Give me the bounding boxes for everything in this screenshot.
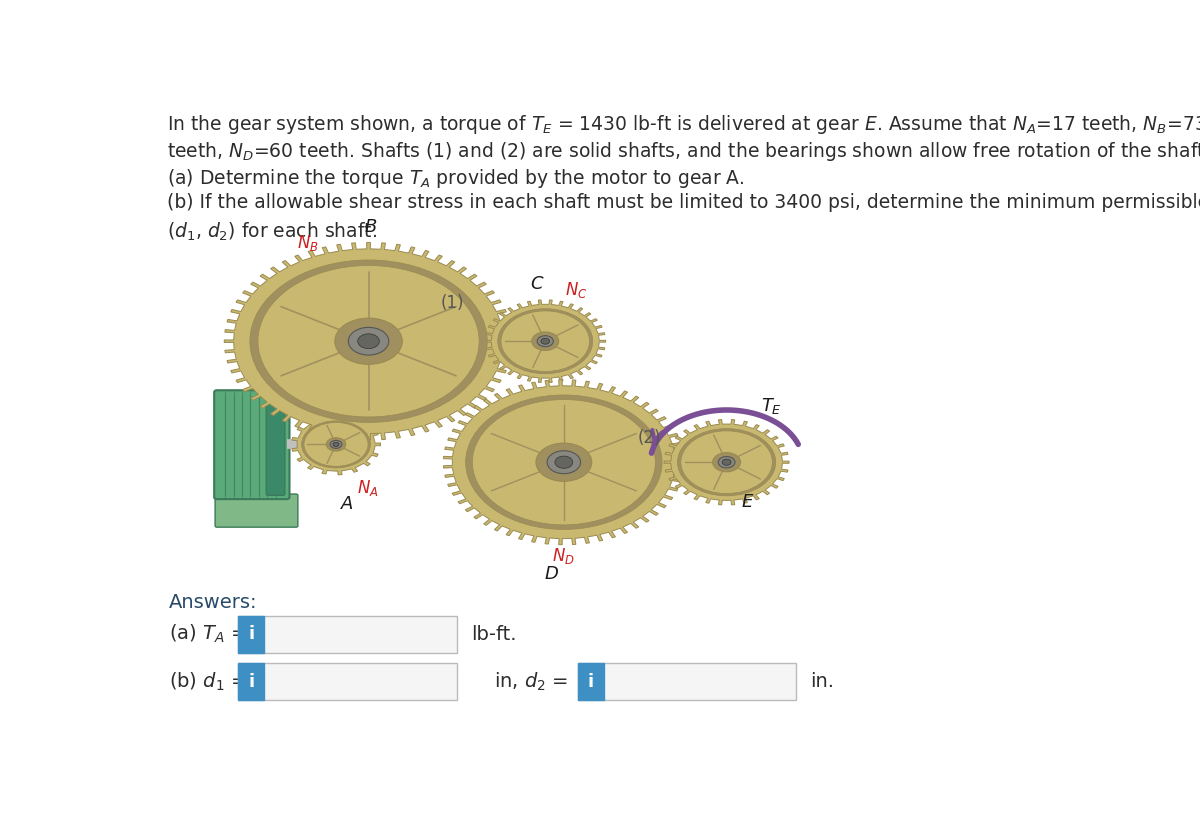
FancyBboxPatch shape: [239, 615, 264, 653]
Text: $A$: $A$: [340, 495, 354, 513]
Circle shape: [680, 431, 773, 494]
FancyBboxPatch shape: [215, 494, 298, 527]
Polygon shape: [292, 414, 380, 475]
FancyBboxPatch shape: [239, 663, 457, 700]
Circle shape: [713, 452, 740, 471]
FancyBboxPatch shape: [578, 663, 604, 700]
Text: ($d_1$, $d_2$) for each shaft.: ($d_1$, $d_2$) for each shaft.: [167, 220, 377, 242]
Polygon shape: [444, 380, 684, 545]
Text: i: i: [248, 625, 254, 643]
FancyBboxPatch shape: [578, 663, 797, 700]
Text: $E$: $E$: [742, 493, 755, 511]
Circle shape: [326, 437, 346, 451]
Text: (b) $d_1$ =: (b) $d_1$ =: [168, 671, 246, 693]
Circle shape: [502, 311, 589, 371]
Text: (b) If the allowable shear stress in each shaft must be limited to 3400 psi, det: (b) If the allowable shear stress in eac…: [167, 194, 1200, 213]
Circle shape: [330, 440, 342, 448]
Text: $N_B$: $N_B$: [298, 232, 319, 252]
Text: $D$: $D$: [545, 565, 559, 583]
Circle shape: [473, 399, 655, 525]
Circle shape: [678, 428, 775, 496]
Circle shape: [498, 308, 593, 374]
Circle shape: [541, 338, 550, 344]
Circle shape: [258, 265, 479, 417]
Text: teeth, $N_D$=60 teeth. Shafts (1) and (2) are solid shafts, and the bearings sho: teeth, $N_D$=60 teeth. Shafts (1) and (2…: [167, 140, 1200, 163]
Text: in, $d_2$ =: in, $d_2$ =: [494, 671, 569, 693]
Circle shape: [554, 457, 572, 468]
Circle shape: [332, 442, 340, 447]
Text: In the gear system shown, a torque of $T_E$ = 1430 lb-ft is delivered at gear $E: In the gear system shown, a torque of $T…: [167, 113, 1200, 136]
Circle shape: [536, 443, 592, 481]
Circle shape: [532, 332, 559, 351]
Text: (a) $T_A$ =: (a) $T_A$ =: [168, 623, 246, 645]
Circle shape: [348, 327, 389, 355]
Text: in.: in.: [810, 672, 834, 691]
Circle shape: [547, 451, 581, 474]
Circle shape: [304, 423, 368, 466]
Text: (a) Determine the torque $T_A$ provided by the motor to gear A.: (a) Determine the torque $T_A$ provided …: [167, 167, 744, 189]
Circle shape: [538, 336, 553, 347]
Circle shape: [358, 334, 379, 349]
Circle shape: [466, 395, 662, 529]
FancyBboxPatch shape: [239, 615, 457, 653]
Text: lb-ft.: lb-ft.: [470, 624, 516, 643]
Text: Answers:: Answers:: [168, 593, 257, 612]
FancyBboxPatch shape: [239, 663, 264, 700]
Text: $N_D$: $N_D$: [552, 547, 575, 566]
Polygon shape: [485, 300, 606, 382]
Text: i: i: [588, 673, 594, 691]
Circle shape: [301, 421, 371, 468]
Text: $N_C$: $N_C$: [565, 280, 587, 300]
Text: (2): (2): [637, 429, 661, 447]
Text: $N_A$: $N_A$: [356, 478, 378, 498]
Circle shape: [335, 318, 402, 365]
Text: $B$: $B$: [364, 218, 377, 236]
Text: $T_E$: $T_E$: [761, 396, 781, 416]
FancyBboxPatch shape: [214, 390, 289, 500]
FancyBboxPatch shape: [266, 394, 284, 495]
Circle shape: [250, 260, 487, 423]
Polygon shape: [664, 419, 790, 504]
Circle shape: [719, 457, 734, 468]
Polygon shape: [224, 242, 512, 440]
Circle shape: [722, 459, 731, 466]
Text: $C$: $C$: [529, 275, 544, 293]
Text: i: i: [248, 673, 254, 691]
Text: (1): (1): [440, 294, 464, 312]
